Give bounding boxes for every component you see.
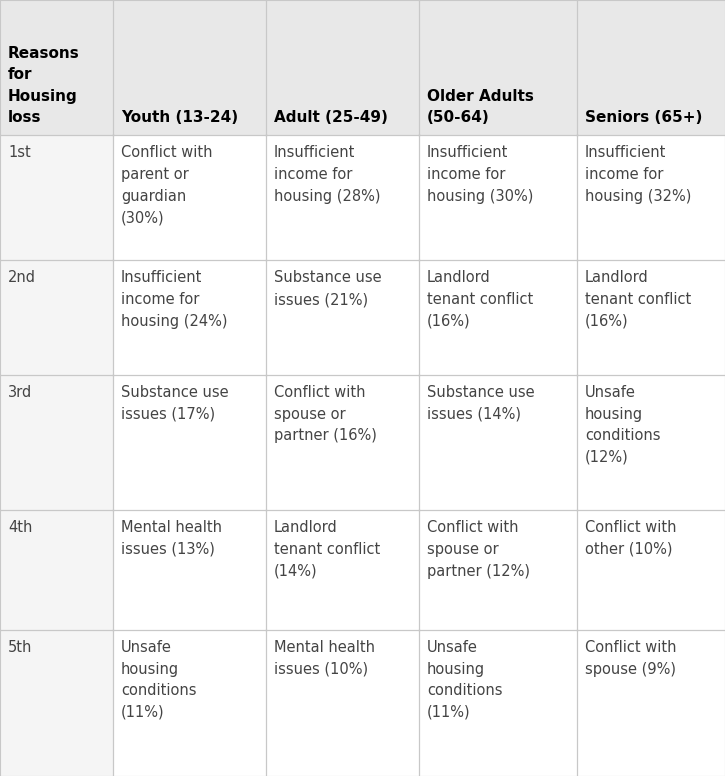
Bar [113, 0, 266, 135]
Bar [577, 375, 725, 511]
Text: Mental health
issues (10%): Mental health issues (10%) [274, 640, 375, 677]
Bar [113, 630, 266, 776]
Text: Mental health
issues (13%): Mental health issues (13%) [121, 521, 222, 557]
Text: Substance use
issues (14%): Substance use issues (14%) [427, 385, 534, 421]
Bar [0, 511, 113, 630]
Bar [113, 375, 266, 511]
Text: Unsafe
housing
conditions
(12%): Unsafe housing conditions (12%) [585, 385, 660, 465]
Bar [0, 261, 113, 375]
Text: Insufficient
income for
housing (28%): Insufficient income for housing (28%) [274, 145, 381, 203]
Bar [266, 261, 419, 375]
Bar [266, 511, 419, 630]
Text: Adult (25-49): Adult (25-49) [274, 110, 388, 126]
Bar [266, 375, 419, 511]
Text: Landlord
tenant conflict
(16%): Landlord tenant conflict (16%) [427, 270, 534, 328]
Bar [577, 630, 725, 776]
Bar [0, 630, 113, 776]
Bar [266, 630, 419, 776]
Text: Conflict with
spouse (9%): Conflict with spouse (9%) [585, 640, 676, 677]
Bar [0, 375, 113, 511]
Bar [419, 0, 577, 135]
Bar [0, 0, 113, 135]
Text: 4th: 4th [8, 521, 33, 535]
Text: Older Adults
(50-64): Older Adults (50-64) [427, 88, 534, 126]
Text: Conflict with
other (10%): Conflict with other (10%) [585, 521, 676, 557]
Bar [419, 375, 577, 511]
Text: Landlord
tenant conflict
(16%): Landlord tenant conflict (16%) [585, 270, 691, 328]
Text: Landlord
tenant conflict
(14%): Landlord tenant conflict (14%) [274, 521, 380, 579]
Bar [113, 261, 266, 375]
Text: 5th: 5th [8, 640, 33, 655]
Bar [577, 0, 725, 135]
Text: Conflict with
spouse or
partner (16%): Conflict with spouse or partner (16%) [274, 385, 377, 443]
Bar [419, 511, 577, 630]
Bar [577, 261, 725, 375]
Text: 2nd: 2nd [8, 270, 36, 286]
Bar [113, 511, 266, 630]
Text: Substance use
issues (17%): Substance use issues (17%) [121, 385, 228, 421]
Text: Substance use
issues (21%): Substance use issues (21%) [274, 270, 381, 307]
Text: Insufficient
income for
housing (30%): Insufficient income for housing (30%) [427, 145, 534, 203]
Text: Conflict with
parent or
guardian
(30%): Conflict with parent or guardian (30%) [121, 145, 212, 225]
Bar [419, 135, 577, 261]
Text: 3rd: 3rd [8, 385, 32, 400]
Bar [0, 135, 113, 261]
Text: Conflict with
spouse or
partner (12%): Conflict with spouse or partner (12%) [427, 521, 530, 579]
Text: Reasons
for
Housing
loss: Reasons for Housing loss [8, 46, 80, 126]
Bar [577, 511, 725, 630]
Bar [577, 135, 725, 261]
Text: 1st: 1st [8, 145, 30, 161]
Text: Insufficient
income for
housing (32%): Insufficient income for housing (32%) [585, 145, 692, 203]
Text: Unsafe
housing
conditions
(11%): Unsafe housing conditions (11%) [427, 640, 502, 720]
Bar [419, 261, 577, 375]
Text: Insufficient
income for
housing (24%): Insufficient income for housing (24%) [121, 270, 228, 328]
Bar [419, 630, 577, 776]
Bar [266, 135, 419, 261]
Bar [266, 0, 419, 135]
Text: Seniors (65+): Seniors (65+) [585, 110, 703, 126]
Text: Unsafe
housing
conditions
(11%): Unsafe housing conditions (11%) [121, 640, 196, 720]
Bar [113, 135, 266, 261]
Text: Youth (13-24): Youth (13-24) [121, 110, 238, 126]
